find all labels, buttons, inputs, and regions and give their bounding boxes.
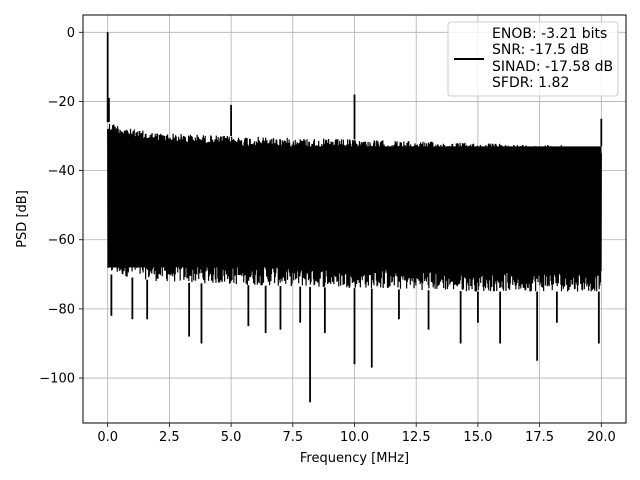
y-tick-label: −40 <box>48 164 75 179</box>
legend: ENOB: -3.21 bits SNR: -17.5 dB SINAD: -1… <box>447 21 619 97</box>
x-tick-label: 20.0 <box>587 430 616 445</box>
x-tick-label: 15.0 <box>463 430 492 445</box>
y-tick-label: −60 <box>48 233 75 248</box>
y-tick-label: −100 <box>39 372 75 387</box>
x-axis-ticks: 0.0 2.5 5.0 7.5 10.0 12.5 15.0 17.5 20.0 <box>97 423 616 445</box>
x-axis-label: Frequency [MHz] <box>300 451 409 466</box>
y-tick-label: 0 <box>67 26 75 41</box>
x-tick-label: 12.5 <box>402 430 431 445</box>
x-tick-label: 10.0 <box>340 430 369 445</box>
psd-spectrum <box>106 32 603 403</box>
x-tick-label: 2.5 <box>159 430 180 445</box>
psd-trace <box>107 123 602 292</box>
x-tick-label: 17.5 <box>525 430 554 445</box>
legend-sinad: SINAD: -17.58 dB <box>492 59 613 75</box>
legend-sfdr: SFDR: 1.82 <box>492 75 569 91</box>
y-tick-label: −20 <box>48 95 75 110</box>
y-axis-ticks: 0 −20 −40 −60 −80 −100 <box>39 26 83 387</box>
legend-snr: SNR: -17.5 dB <box>492 42 589 58</box>
x-tick-label: 5.0 <box>221 430 242 445</box>
legend-box <box>447 21 619 97</box>
y-axis-label: PSD [dB] <box>15 190 30 248</box>
y-tick-label: −80 <box>48 302 75 317</box>
x-tick-label: 0.0 <box>97 430 118 445</box>
legend-enob: ENOB: -3.21 bits <box>492 26 607 42</box>
x-tick-label: 7.5 <box>282 430 303 445</box>
